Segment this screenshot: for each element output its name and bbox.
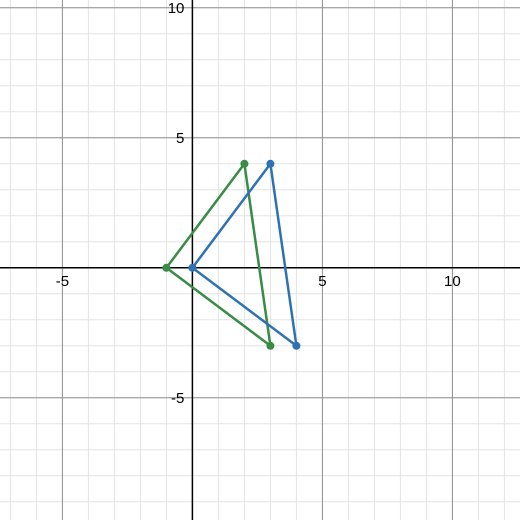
triangle-blue-vertex [188,264,196,272]
triangle-green-vertex [240,160,248,168]
y-tick-label: 10 [168,0,185,17]
triangle-blue-vertex [292,342,300,350]
coordinate-plot: -5 5 10 -5 5 10 [0,0,520,520]
triangle-green-vertex [266,342,274,350]
x-tick-label: 10 [444,273,461,290]
plot-background [0,0,520,520]
x-tick-label: 5 [318,273,326,290]
x-tick-label: -5 [56,273,69,290]
triangle-green-vertex [162,264,170,272]
y-tick-label: -5 [171,390,184,407]
triangle-blue-vertex [266,160,274,168]
y-tick-label: 5 [176,130,184,147]
